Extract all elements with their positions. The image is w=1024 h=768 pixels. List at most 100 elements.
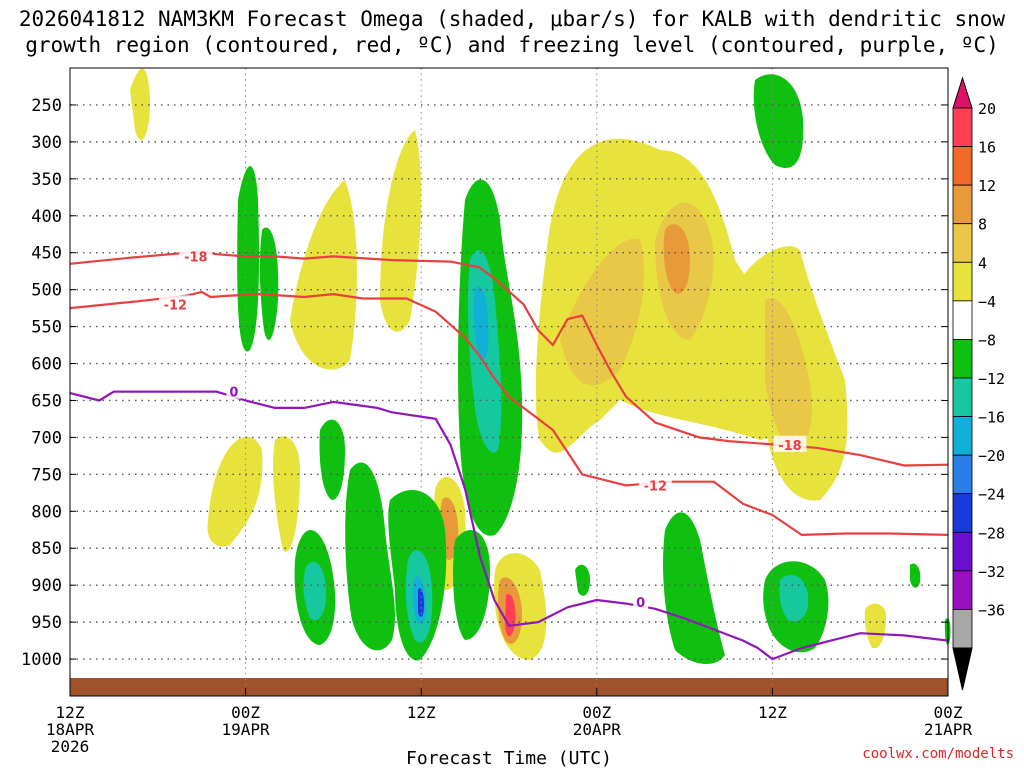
colorbar-swatch [952, 107, 973, 147]
omega-region-warm-7 [273, 436, 300, 552]
colorbar-label: −12 [978, 370, 1005, 388]
omega-region-cool-18 [779, 575, 809, 622]
y-tick-label: 750 [31, 465, 62, 485]
colorbar-label: 4 [978, 254, 987, 272]
contour-label: -12 [164, 298, 188, 313]
contour-label-bg [773, 435, 807, 452]
colorbar-label: −8 [978, 331, 996, 349]
omega-region-cool-13 [910, 563, 921, 588]
omega-region-warm-11 [560, 238, 644, 386]
contour-label-bg [158, 295, 192, 312]
x-tick-label: 12Z [758, 703, 787, 722]
colorbar-label: −4 [978, 293, 996, 311]
x-tick-label: 2026 [51, 737, 90, 756]
colorbar-bottom-arrow [952, 647, 973, 691]
colorbar-label: −16 [978, 409, 1005, 427]
omega-region-cool-12 [575, 564, 590, 596]
contour-label: 0 [229, 386, 238, 401]
contour-dgz-minus-18 [69, 250, 949, 467]
omega-region-cool-19 [473, 286, 489, 361]
colorbar-swatch [952, 261, 973, 302]
omega-region-warm-10 [864, 603, 886, 649]
omega-shading [70, 68, 951, 696]
plot-frame [69, 67, 949, 697]
colorbar-swatch [952, 454, 973, 495]
contour-dgz-minus-12 [69, 290, 949, 536]
omega-region-warm-13 [765, 298, 812, 451]
contour-label-bg [633, 593, 649, 610]
x-tick-label: 21APR [924, 720, 973, 739]
omega-negative-regions [237, 74, 951, 665]
colorbar-label: 12 [978, 177, 996, 195]
y-tick-label: 550 [31, 318, 62, 338]
x-tick-label: 00Z [231, 703, 260, 722]
y-tick-label: 400 [31, 207, 62, 227]
colorbar-label: 16 [978, 139, 996, 157]
watermark-url: coolwx.com/modelts [862, 746, 1014, 762]
omega-positive-regions [130, 68, 886, 660]
x-tick-label: 18APR [46, 720, 95, 739]
y-tick-label: 350 [31, 170, 62, 190]
chart-title: 2026041812 NAM3KM Forecast Omega (shaded… [0, 6, 1024, 58]
colorbar-label: −20 [978, 447, 1005, 465]
y-tick-label: 800 [31, 502, 62, 522]
omega-region-cool-8 [319, 419, 345, 500]
contour-label-bg [638, 476, 672, 493]
contour-label: -18 [184, 250, 208, 265]
omega-region-cool-6 [345, 462, 395, 651]
x-axis-label: Forecast Time (UTC) [406, 748, 612, 768]
x-tick-label: 19APR [222, 720, 271, 739]
y-tick-label: 500 [31, 281, 62, 301]
x-tick-label: 20APR [573, 720, 622, 739]
colorbar-swatch [952, 570, 973, 610]
colorbar-swatch [952, 339, 973, 379]
colorbar-swatch [952, 184, 973, 225]
y-tick-label: 450 [31, 244, 62, 264]
contour-label: -12 [644, 479, 668, 494]
terrain-ground-strip [70, 678, 948, 696]
chart-gridlines [70, 68, 948, 696]
colorbar-swatch [952, 493, 973, 533]
contour-label: -18 [778, 439, 802, 454]
colorbar-label: 8 [978, 216, 987, 234]
x-tick-label: 12Z [407, 703, 436, 722]
omega-region-cool-17 [303, 561, 327, 621]
title-line-1: 2026041812 NAM3KM Forecast Omega (shaded… [18, 7, 1006, 31]
y-tick-label: 700 [31, 428, 62, 448]
colorbar-label: 20 [978, 100, 996, 118]
contour-label: 0 [636, 596, 645, 611]
omega-region-cool-4 [259, 227, 279, 340]
y-tick-label: 250 [31, 96, 62, 116]
omega-region-warm-5 [130, 68, 150, 140]
x-tick-label: 00Z [582, 703, 611, 722]
colorbar-label: −32 [978, 563, 1005, 581]
omega-region-cool-1 [753, 74, 804, 168]
y-tick-label: 850 [31, 539, 62, 559]
y-tick-label: 650 [31, 391, 62, 411]
contour-label-bg [226, 382, 242, 399]
omega-region-cool-9 [453, 530, 490, 640]
colorbar-label: −24 [978, 486, 1005, 504]
y-axis: 250 300 350 400 450 500 550 600 650 700 750 800 850 9… [21, 96, 948, 670]
contour-label-bg [179, 247, 213, 264]
omega-region-warm-6 [207, 436, 263, 547]
colorbar-swatch [952, 609, 973, 649]
colorbar-swatch [952, 146, 973, 186]
title-line-2: growth region (contoured, red, ºC) and f… [25, 33, 999, 57]
y-tick-label: 900 [31, 576, 62, 596]
y-tick-label: 1000 [21, 650, 62, 670]
colorbar-swatch [952, 377, 973, 417]
colorbar-swatch [952, 300, 973, 340]
temperature-contours [69, 250, 949, 661]
y-tick-label: 300 [31, 133, 62, 153]
colorbar-label: −28 [978, 524, 1005, 542]
omega-region-warm-3 [290, 180, 357, 370]
y-tick-label: 600 [31, 355, 62, 375]
contour-labels: -18 -12 0 -18 -12 0 [158, 247, 807, 611]
omega-region-cool-10 [663, 512, 725, 665]
colorbar-swatch [952, 531, 973, 572]
colorbar-label: −36 [978, 601, 1005, 619]
y-tick-label: 950 [31, 613, 62, 633]
